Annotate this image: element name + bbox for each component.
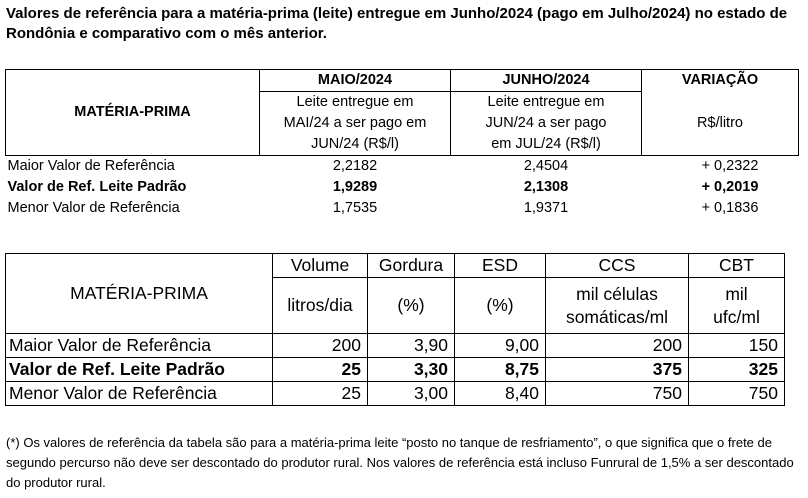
table2-header-cbt: CBT xyxy=(688,253,785,278)
table2-unit-ccs: mil células somáticas/ml xyxy=(545,277,689,334)
row-label: Maior Valor de Referência xyxy=(7,158,175,174)
volume-value: 200 xyxy=(272,333,368,358)
maio-value: 1,9289 xyxy=(332,179,378,195)
maio-sub-line-3: JUN/24 (R$/l) xyxy=(311,136,399,152)
variacao-value: + 0,2019 xyxy=(701,179,759,195)
row-label: Menor Valor de Referência xyxy=(5,381,273,406)
table1-subheader-junho: Leite entregue em JUN/24 a ser pago em J… xyxy=(450,91,642,156)
maio-value: 1,7535 xyxy=(332,200,378,216)
table1-subheader-variacao: R$/litro xyxy=(641,91,799,156)
quality-parameters-table: MATÉRIA-PRIMA Volume Gordura ESD CCS CBT… xyxy=(5,253,785,406)
cbt-value: 750 xyxy=(688,381,785,406)
table-row: Maior Valor de Referência 2,2182 2,4504 … xyxy=(6,156,799,178)
table2-header-esd: ESD xyxy=(454,253,546,278)
table2-header-gordura: Gordura xyxy=(367,253,455,278)
table-row: Menor Valor de Referência 1,7535 1,9371 … xyxy=(6,198,799,219)
esd-value: 8,40 xyxy=(454,381,546,406)
table1-header-materia-prima: MATÉRIA-PRIMA xyxy=(5,69,260,156)
junho-value: 1,9371 xyxy=(523,200,569,216)
table-row: Maior Valor de Referência 200 3,90 9,00 … xyxy=(5,333,785,358)
table1-header-variacao: VARIAÇÃO xyxy=(641,69,799,92)
table2-unit-gordura: (%) xyxy=(367,277,455,334)
ccs-value: 375 xyxy=(545,357,689,382)
junho-sub-line-3: em JUL/24 (R$/l) xyxy=(491,136,601,152)
table-row: Menor Valor de Referência 25 3,00 8,40 7… xyxy=(5,381,785,406)
junho-value: 2,4504 xyxy=(523,158,569,174)
table1-header-maio: MAIO/2024 xyxy=(259,69,451,92)
junho-value: 2,1308 xyxy=(523,179,569,195)
table1-subheader-maio: Leite entregue em MAI/24 a ser pago em J… xyxy=(259,91,451,156)
esd-value: 9,00 xyxy=(454,333,546,358)
volume-value: 25 xyxy=(272,357,368,382)
row-label: Menor Valor de Referência xyxy=(7,200,180,216)
gordura-value: 3,90 xyxy=(367,333,455,358)
page-title: Valores de referência para a matéria-pri… xyxy=(6,5,788,42)
reference-values-table: MATÉRIA-PRIMA MAIO/2024 JUNHO/2024 VARIA… xyxy=(5,69,799,219)
row-label: Maior Valor de Referência xyxy=(5,333,273,358)
gordura-value: 3,30 xyxy=(367,357,455,382)
table2-header-volume: Volume xyxy=(272,253,368,278)
footnote: (*) Os valores de referência da tabela s… xyxy=(6,435,794,490)
cbt-value: 150 xyxy=(688,333,785,358)
variacao-value: + 0,1836 xyxy=(701,200,759,216)
maio-value: 2,2182 xyxy=(332,158,378,174)
row-label: Valor de Ref. Leite Padrão xyxy=(5,357,273,382)
volume-value: 25 xyxy=(272,381,368,406)
junho-sub-line-1: Leite entregue em xyxy=(487,94,605,110)
variacao-value: + 0,2322 xyxy=(701,158,759,174)
cbt-value: 325 xyxy=(688,357,785,382)
table2-header-ccs: CCS xyxy=(545,253,689,278)
row-label: Valor de Ref. Leite Padrão xyxy=(7,179,187,195)
maio-sub-line-1: Leite entregue em xyxy=(296,94,414,110)
junho-sub-line-2: JUN/24 a ser pago xyxy=(485,115,607,131)
table2-header-materia-prima: MATÉRIA-PRIMA xyxy=(5,253,273,334)
table2-unit-cbt: mil ufc/ml xyxy=(688,277,785,334)
table-row: Valor de Ref. Leite Padrão 1,9289 2,1308… xyxy=(6,177,799,198)
table-row: Valor de Ref. Leite Padrão 25 3,30 8,75 … xyxy=(5,357,785,382)
ccs-value: 750 xyxy=(545,381,689,406)
esd-value: 8,75 xyxy=(454,357,546,382)
maio-sub-line-2: MAI/24 a ser pago em xyxy=(283,115,427,131)
gordura-value: 3,00 xyxy=(367,381,455,406)
table2-unit-volume: litros/dia xyxy=(272,277,368,334)
ccs-value: 200 xyxy=(545,333,689,358)
table1-header-junho: JUNHO/2024 xyxy=(450,69,642,92)
table2-unit-esd: (%) xyxy=(454,277,546,334)
